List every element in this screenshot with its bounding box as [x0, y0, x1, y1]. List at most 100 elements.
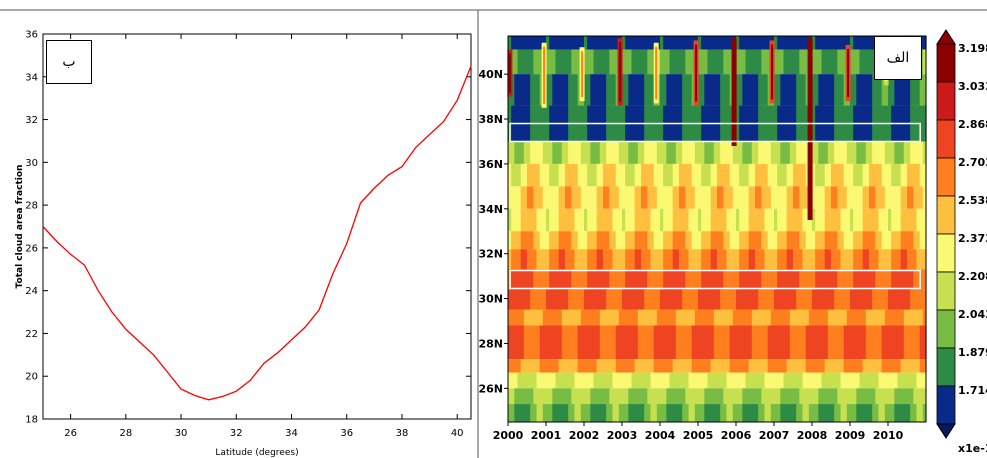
heatmap-cell: [622, 372, 626, 389]
heatmap-cell: [717, 325, 721, 360]
heatmap-cell: [786, 231, 791, 250]
heatmap-cell: [688, 208, 693, 232]
heatmap-cell: [764, 404, 769, 422]
heatmap-cell: [726, 249, 731, 270]
heatmap-cell: [818, 359, 823, 373]
heatmap-cell: [748, 289, 753, 310]
heatmap-cell: [843, 36, 848, 50]
heatmap-cell: [821, 36, 826, 50]
heatmap-cell: [666, 359, 671, 373]
heatmap-cell: [606, 163, 610, 187]
heatmap-cell: [606, 269, 610, 290]
heatmap-cell: [593, 325, 598, 360]
heatmap-cell: [603, 186, 607, 209]
heatmap-cell: [821, 163, 826, 187]
cloud-fraction-line: [42, 65, 472, 401]
heatmap-cell: [907, 249, 911, 270]
heatmap-cell: [694, 163, 699, 187]
heatmap-cell: [913, 208, 918, 232]
colorbar-segment: [936, 309, 956, 349]
heatmap-cell: [834, 141, 838, 164]
heatmap-cell: [647, 186, 652, 209]
heatmap-cell: [606, 359, 610, 373]
heatmap-cell: [612, 74, 617, 106]
heatmap-cell: [916, 404, 921, 422]
heatmap-cell: [789, 36, 794, 50]
heatmap-cell: [840, 36, 845, 50]
heatmap-cell: [688, 163, 693, 187]
heatmap-cell: [698, 208, 702, 232]
heatmap-cell: [704, 141, 709, 164]
heatmap-cell: [679, 36, 683, 50]
heatmap-cell: [761, 269, 766, 290]
heatmap-cell: [653, 309, 658, 326]
heatmap-cell: [720, 186, 724, 209]
heatmap-cell: [549, 249, 553, 270]
heatmap-cell: [755, 249, 759, 270]
heatmap-cell: [808, 372, 813, 389]
heatmap-cell: [618, 163, 623, 187]
heatmap-cell: [511, 36, 515, 50]
heatmap-cell: [517, 325, 522, 360]
heatmap-cell: [755, 141, 759, 164]
heatmap-cell: [679, 249, 683, 270]
heatmap-cell: [622, 404, 626, 422]
heatmap-cell: [770, 325, 775, 360]
heatmap-cell: [862, 269, 867, 290]
heatmap-cell: [856, 186, 861, 209]
heatmap-cell: [511, 309, 515, 326]
heatmap-cell: [805, 289, 810, 310]
heatmap-cell: [739, 163, 743, 187]
heatmap-cell: [903, 208, 908, 232]
heatmap-cell: [751, 404, 756, 422]
heatmap-cell: [875, 141, 880, 164]
heatmap-cell: [846, 269, 851, 290]
heatmap-cell: [599, 141, 604, 164]
heatmap-cell: [739, 74, 743, 106]
heatmap-cell: [774, 325, 778, 360]
heatmap-cell: [606, 309, 610, 326]
heatmap-cell: [520, 163, 525, 187]
y-tick-label: 22: [25, 329, 38, 340]
heatmap-cell: [799, 141, 804, 164]
heatmap-cell: [704, 388, 709, 405]
heatmap-cell: [552, 163, 557, 187]
heatmap-cell: [596, 36, 601, 50]
heatmap-cell: [821, 269, 826, 290]
heatmap-cell: [565, 186, 569, 209]
heatmap-cell: [584, 186, 588, 209]
heatmap-cell: [720, 231, 724, 250]
heatmap-cell: [729, 208, 734, 232]
heatmap-cell: [723, 141, 728, 164]
heatmap-cell: [713, 269, 718, 290]
heatmap-cell: [666, 36, 671, 50]
heatmap-cell: [561, 36, 566, 50]
heatmap-cell: [593, 186, 598, 209]
heatmap-cell: [894, 359, 899, 373]
heatmap-cell: [637, 269, 642, 290]
heatmap-cell: [558, 186, 563, 209]
heatmap-cell: [622, 74, 626, 106]
heatmap-cell: [789, 49, 794, 75]
heatmap-cell: [710, 359, 715, 373]
heatmap-cell: [859, 249, 864, 270]
heatmap-cell: [612, 269, 617, 290]
heatmap-cell: [837, 309, 842, 326]
heatmap-cell: [796, 325, 800, 360]
heatmap-cell: [669, 186, 674, 209]
heatmap-cell: [843, 359, 848, 373]
heatmap-cell: [827, 141, 832, 164]
heatmap-cell: [717, 141, 721, 164]
heatmap-cell: [584, 388, 588, 405]
heatmap-cell: [615, 36, 620, 50]
heatmap-cell: [878, 289, 883, 310]
heatmap-cell: [539, 359, 544, 373]
heatmap-cell: [707, 36, 712, 50]
heatmap-cell: [666, 49, 671, 75]
heatmap-cell: [571, 186, 576, 209]
heatmap-cell: [596, 325, 601, 360]
heatmap-cell: [618, 309, 623, 326]
heatmap-cell: [637, 289, 642, 310]
heatmap-cell: [755, 325, 759, 360]
heatmap-cell: [745, 141, 750, 164]
